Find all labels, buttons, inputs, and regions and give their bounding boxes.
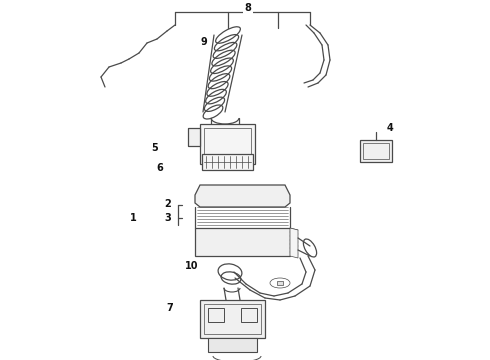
Bar <box>363 143 389 159</box>
Bar <box>208 338 257 352</box>
Text: 9: 9 <box>200 37 207 47</box>
Bar <box>202 154 253 170</box>
Bar <box>208 308 224 322</box>
Bar <box>195 228 290 256</box>
Text: 2: 2 <box>165 199 172 209</box>
Bar <box>277 281 283 285</box>
Bar <box>200 124 255 164</box>
Bar <box>188 128 200 146</box>
Text: 1: 1 <box>130 213 136 223</box>
Bar <box>188 128 200 146</box>
Bar <box>200 300 265 338</box>
Text: 4: 4 <box>387 123 393 133</box>
Bar <box>360 140 392 162</box>
Bar <box>204 128 251 158</box>
Text: 6: 6 <box>157 163 163 173</box>
Bar <box>204 304 261 334</box>
Text: 7: 7 <box>167 303 173 313</box>
Text: 5: 5 <box>151 143 158 153</box>
Bar <box>241 308 257 322</box>
Text: 3: 3 <box>165 213 172 223</box>
Text: 10: 10 <box>185 261 199 271</box>
Polygon shape <box>195 185 290 207</box>
Text: 8: 8 <box>245 3 251 13</box>
Polygon shape <box>290 228 298 258</box>
